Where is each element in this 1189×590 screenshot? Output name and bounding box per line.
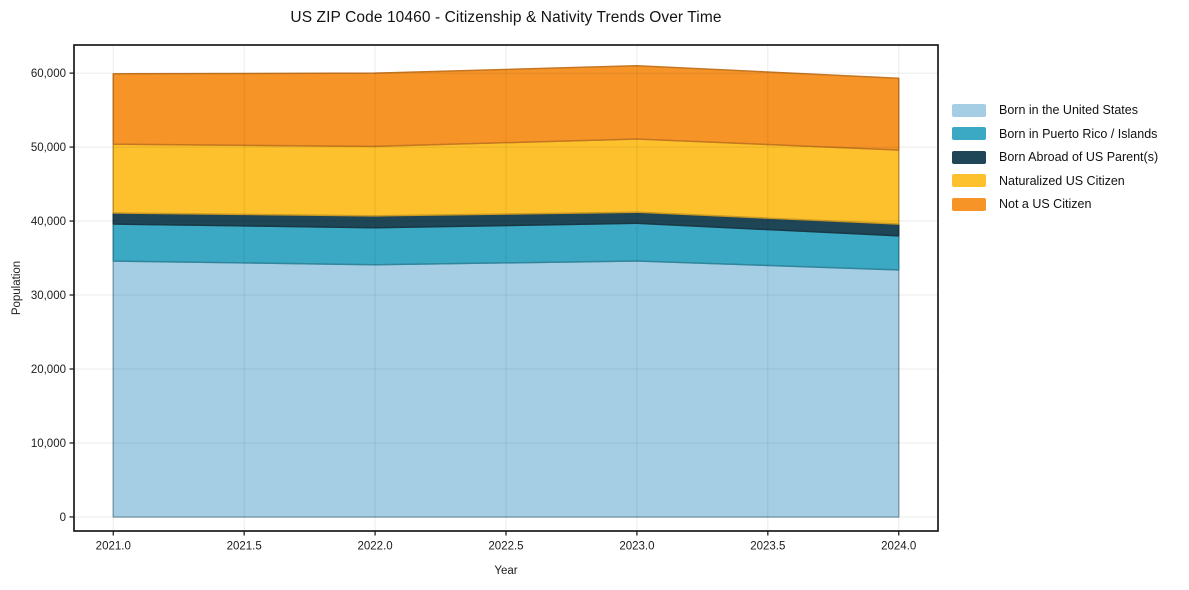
legend-item-not-a-us-citizen: Not a US Citizen — [952, 197, 1158, 211]
legend: Born in the United States Born in Puerto … — [952, 103, 1158, 211]
legend-label: Born in Puerto Rico / Islands — [999, 126, 1158, 141]
legend-label: Born Abroad of US Parent(s) — [999, 150, 1159, 164]
x-tick-label: 2023.5 — [750, 541, 785, 553]
plot-border — [73, 44, 939, 532]
x-tick-label: 2022.0 — [357, 541, 392, 553]
legend-swatch — [952, 197, 986, 211]
legend-swatch — [952, 103, 986, 117]
x-tick-label: 2021.0 — [96, 541, 131, 553]
legend-swatch — [952, 174, 986, 187]
legend-item-born-in-the-united-states: Born in the United States — [952, 103, 1158, 117]
y-tick-label: 10,000 — [31, 438, 66, 450]
legend-label: Naturalized US Citizen — [999, 173, 1125, 188]
x-tick-label: 2021.5 — [227, 541, 262, 553]
y-tick-label: 20,000 — [31, 364, 66, 376]
y-tick-label: 40,000 — [31, 216, 66, 228]
legend-item-naturalized-us-citizen: Naturalized US Citizen — [952, 174, 1158, 188]
y-tick-label: 0 — [60, 512, 66, 524]
x-axis-label: Year — [494, 565, 518, 577]
legend-label: Not a US Citizen — [999, 197, 1092, 211]
chart-title: US ZIP Code 10460 - Citizenship & Nativi… — [290, 9, 722, 26]
area-not-a-us-citizen — [112, 64, 900, 151]
legend-label: Born in the United States — [999, 103, 1138, 117]
legend-swatch — [952, 150, 986, 164]
y-tick-label: 60,000 — [31, 68, 66, 80]
legend-swatch — [952, 127, 986, 140]
x-tick-label: 2023.0 — [619, 541, 654, 553]
y-tick-label: 50,000 — [31, 142, 66, 154]
x-tick-label: 2024.0 — [881, 541, 916, 553]
legend-item-born-in-puerto-rico-islands: Born in Puerto Rico / Islands — [952, 127, 1158, 141]
legend-item-born-abroad-of-us-parent-s: Born Abroad of US Parent(s) — [952, 150, 1158, 164]
y-tick-label: 30,000 — [31, 290, 66, 302]
x-tick-label: 2022.5 — [488, 541, 523, 553]
